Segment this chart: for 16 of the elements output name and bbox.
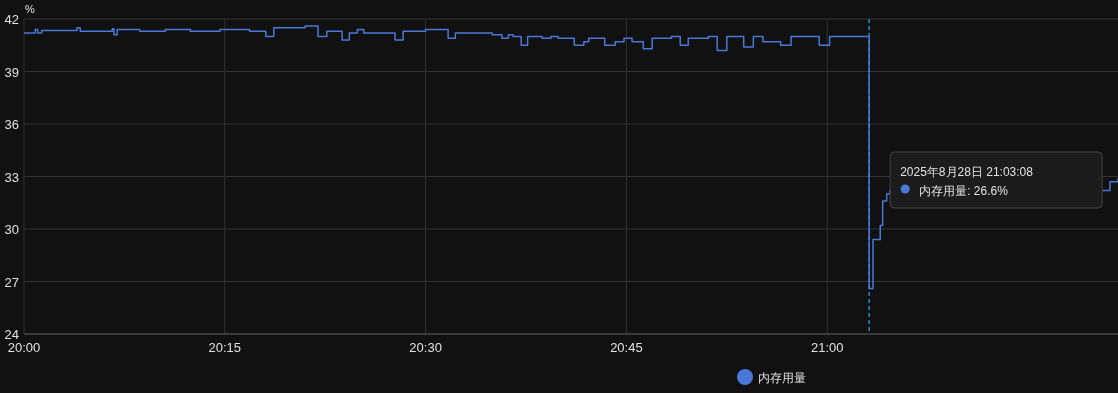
y-tick-label: 27 [4, 274, 19, 290]
y-axis-title: % [25, 3, 35, 15]
y-tick-label: 39 [4, 64, 19, 80]
x-tick-label: 20:00 [7, 340, 41, 355]
y-tick-label: 33 [4, 169, 19, 185]
x-tick-label: 21:00 [810, 340, 844, 355]
y-tick-label: 24 [4, 327, 19, 342]
legend-label: 内存用量 [758, 371, 806, 385]
x-tick-label: 20:45 [610, 340, 643, 355]
x-tick-label: 20:15 [208, 340, 242, 355]
annotation: 内存用量: 26.6% [919, 184, 1009, 198]
annotation: 2025年8月28日 21:03:08 [900, 165, 1034, 179]
y-tick-label: 30 [4, 222, 19, 237]
y-tick-label: 42 [4, 12, 19, 27]
y-tick-label: 36 [4, 117, 19, 132]
x-tick-label: 20:30 [409, 340, 442, 355]
